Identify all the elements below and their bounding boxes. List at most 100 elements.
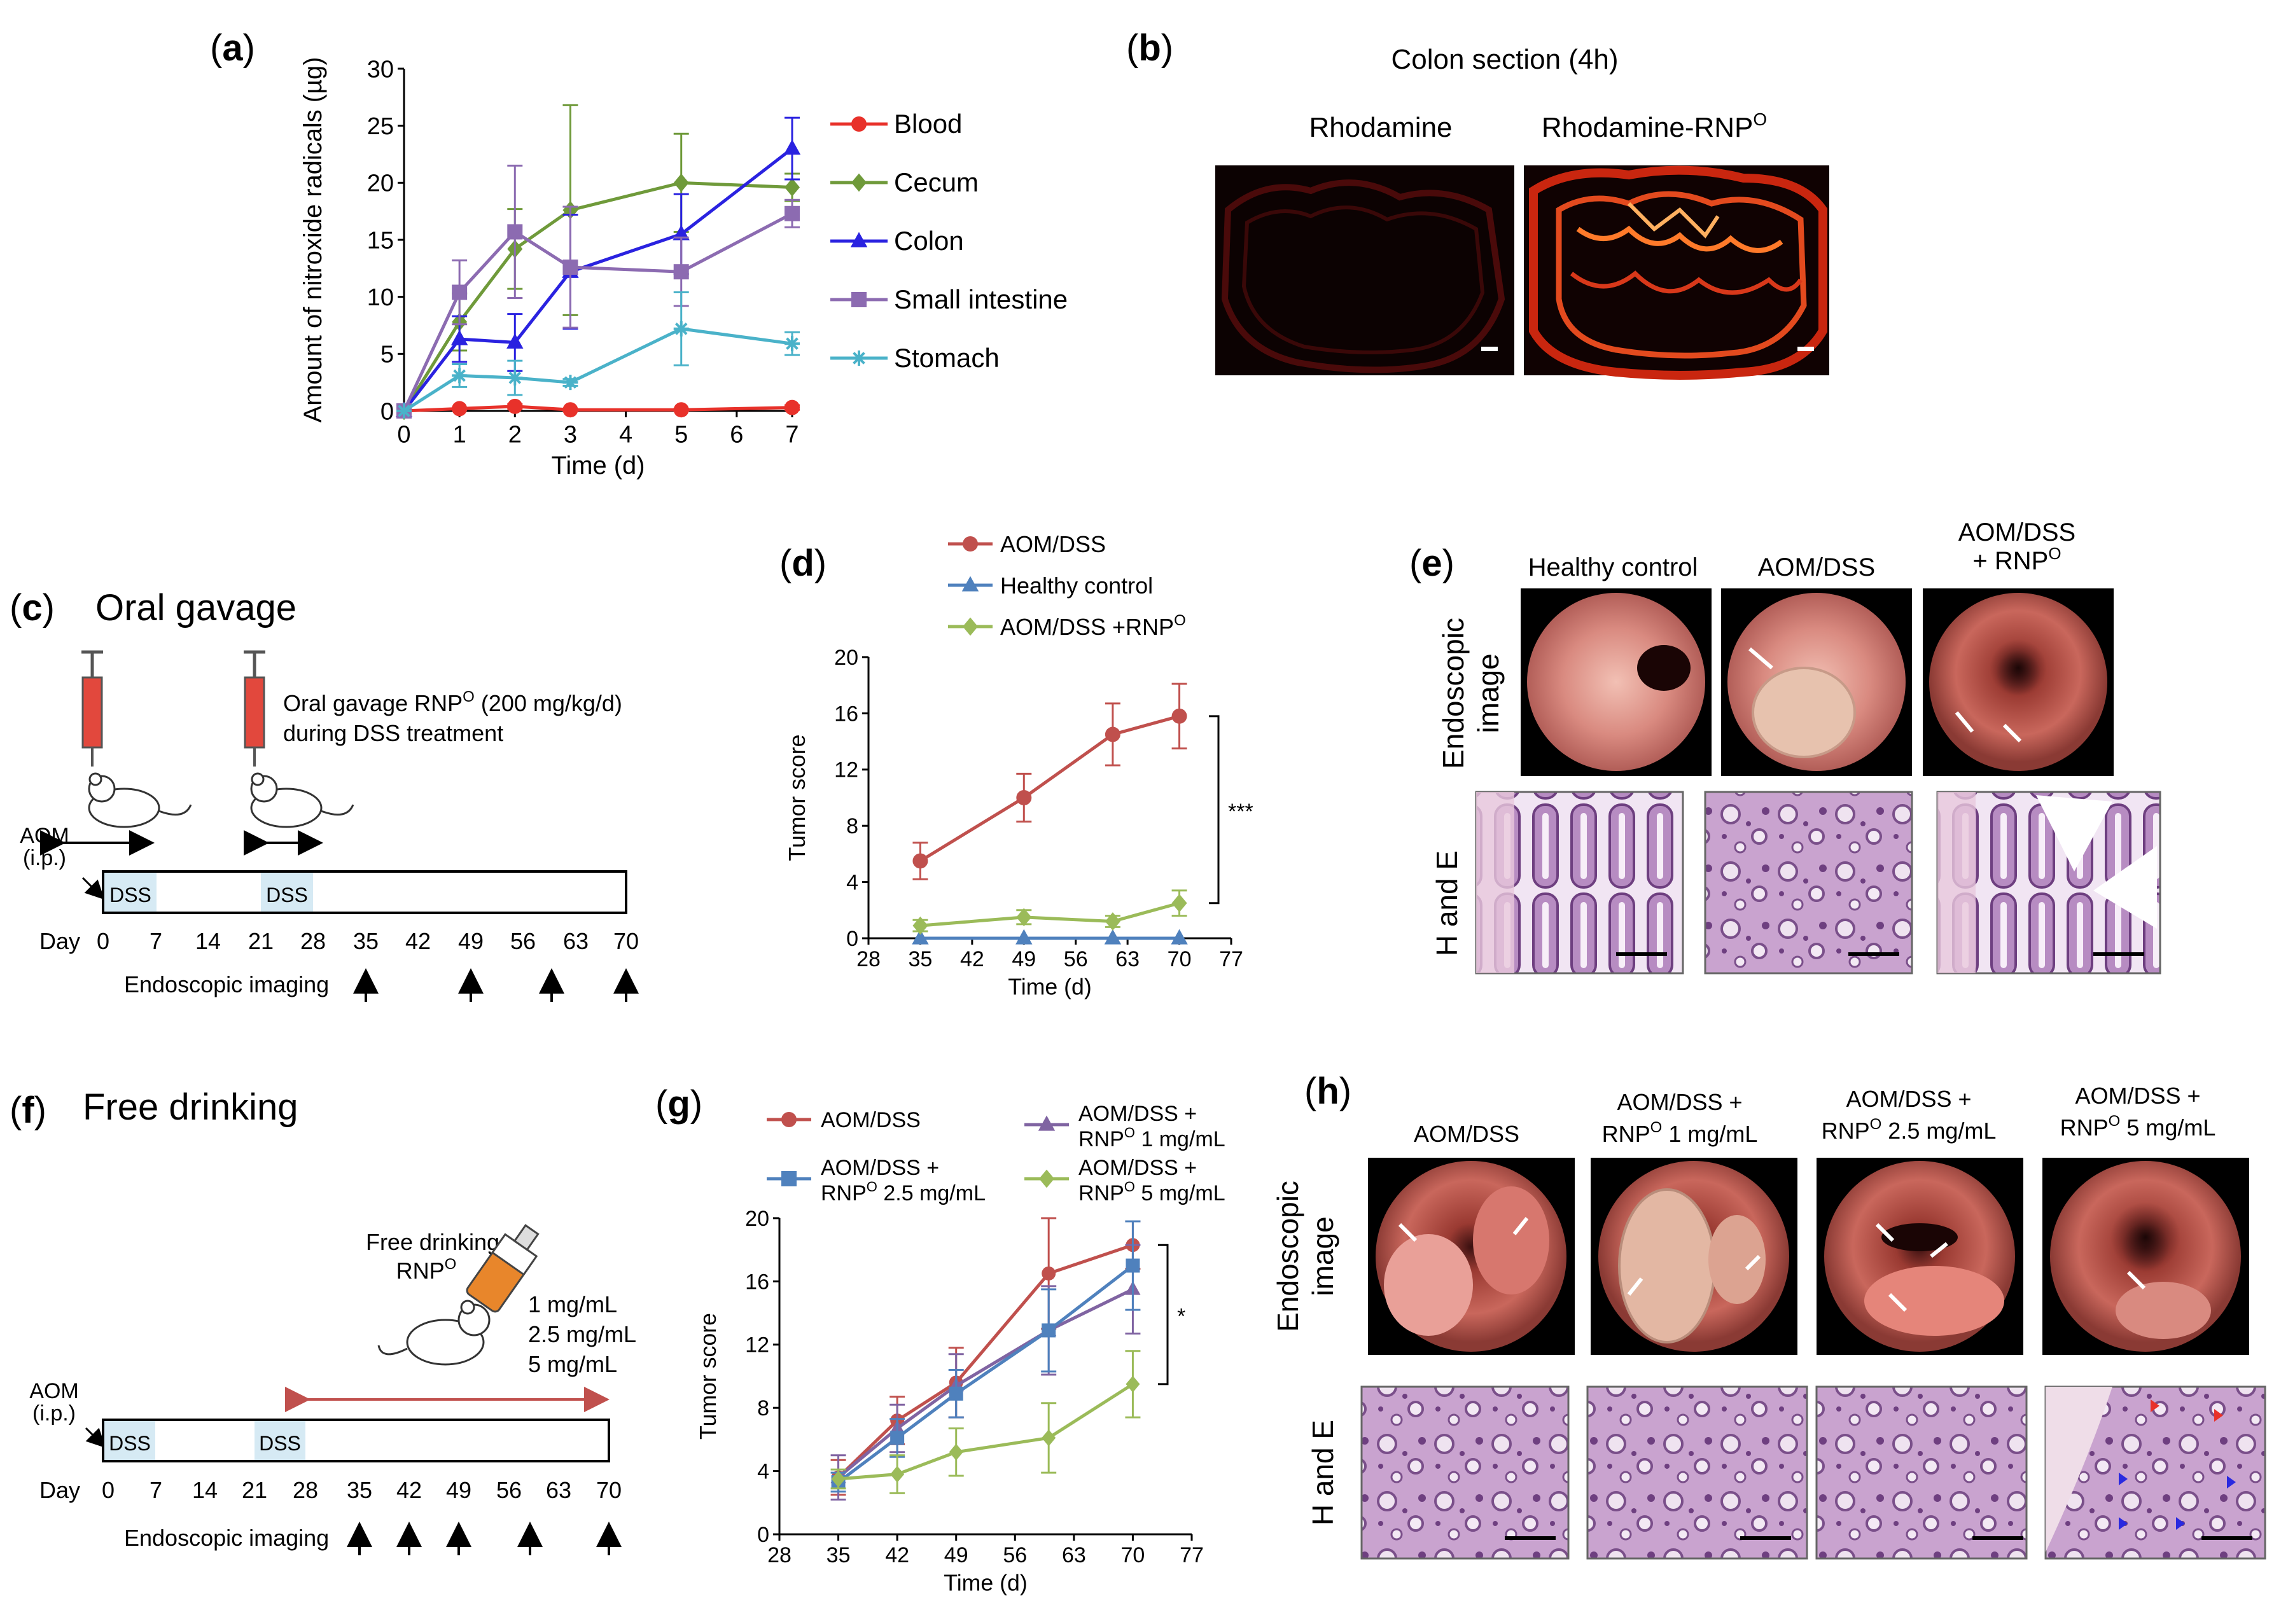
data-point [507,398,523,414]
legend-label: Stomach [894,343,1000,373]
day-label: Day [39,928,80,954]
panel-label-f: f [22,1090,34,1131]
data-point [783,139,801,155]
data-point [673,264,689,280]
x-tick-label: 4 [619,421,632,448]
imaging-label: Endoscopic imaging [124,971,329,997]
x-tick-label: 1 [453,421,466,448]
data-point [912,916,928,935]
syringe-icon [81,650,103,767]
dss-block: DSS [109,1432,151,1455]
legend-label: RNPO 5 mg/mL [1078,1179,1225,1205]
x-axis-label: Time (d) [1008,974,1092,999]
data-point [562,375,578,391]
x-tick-label: 49 [1012,947,1036,971]
x-tick-label: 2 [508,421,522,448]
day-tick-label: 56 [496,1477,522,1503]
scale-bar [1797,347,1814,351]
day-tick-label: 21 [248,928,274,954]
legend-label: Cecum [894,167,979,197]
x-tick-label: 3 [564,421,577,448]
row-label-endoscopic: Endoscopic [1271,1181,1304,1332]
series-line [837,1264,1134,1483]
panel-label-e: e [1421,543,1442,584]
data-point [781,1112,797,1127]
y-tick-label: 0 [846,927,858,951]
mouse-icon [88,772,192,828]
scale-bar [1848,952,1899,956]
day-tick-label: 49 [446,1477,471,1503]
day-tick-label: 7 [150,928,162,954]
data-point [452,368,468,384]
series-healthy-control [912,929,1188,945]
data-point [1104,929,1122,945]
arrow-icon [1627,1277,1643,1296]
series-line [403,405,793,413]
data-point [1171,894,1187,913]
arrow-icon [1875,1223,1895,1242]
svg-text:(e): (e) [1409,543,1454,584]
data-point [890,1431,905,1445]
x-tick-label: 28 [856,947,881,971]
data-point [949,1443,963,1461]
mouse-icon [377,1300,491,1366]
y-tick-label: 15 [367,227,394,254]
legend-item: AOM/DSS +RNPO 5 mg/mL [1024,1156,1225,1205]
legend-item: AOM/DSS [767,1108,921,1132]
y-tick-label: 20 [745,1207,769,1231]
svg-text:Rhodamine-RNPO: Rhodamine-RNPO [1542,109,1767,143]
day-ticks: 0 7 14 21 28 35 42 49 56 63 70 [102,1477,622,1503]
endoscopic-image [1521,588,1712,776]
day-tick-label: 42 [405,928,431,954]
series-line [402,181,793,412]
significance-bracket: *** [1209,715,1253,905]
legend-sup: O [1174,612,1186,629]
data-point [785,178,800,197]
data-point [673,225,690,240]
panel-label-b: b [1138,27,1161,69]
chart-d: 0 4 8 12 16 20 28 35 42 49 56 63 70 77 Time (d) Tumor s… [785,646,1253,1000]
panel-c-note: Oral gavage RNP [283,690,463,716]
he-image [1475,791,1684,975]
legend-item: AOM/DSS [948,531,1106,557]
legend-label: RNPO 1 mg/mL [1078,1125,1225,1151]
day-tick-label: 49 [458,928,484,954]
day-tick-label: 35 [347,1477,372,1503]
data-point [450,330,468,345]
legend-item: Small intestine [830,284,1068,314]
arrow-icon [1398,1223,1418,1242]
bracket [1158,1244,1169,1385]
x-tick-label: 56 [1003,1543,1027,1567]
arrow-icon [2002,723,2022,743]
scale-bar [1505,1536,1556,1540]
legend-label: Small intestine [894,284,1068,314]
data-point [1039,1169,1054,1188]
panel-h-col1: AOM/DSS [1414,1121,1519,1147]
y-tick-label: 0 [757,1523,769,1547]
data-point [1105,912,1120,931]
y-tick-label: 10 [367,284,394,311]
mouse-icon [250,772,354,828]
legend-label: RNPO 2.5 mg/mL [821,1179,986,1205]
legend-item: Cecum [830,167,979,197]
endoscopic-image [1721,588,1912,776]
data-point [912,929,929,945]
x-tick-label: 28 [767,1543,792,1567]
x-tick-label: 56 [1064,947,1088,971]
data-point [452,284,468,300]
y-tick-label: 16 [745,1270,769,1294]
x-axis-label: Time (d) [552,452,645,480]
dss-block: DSS [266,884,308,906]
panel-h: AOM/DSS AOM/DSS + RNPO 1 mg/mL AOM/DSS +… [1271,1083,2266,1560]
x-tick-label: 6 [730,421,743,448]
day-tick-label: 63 [546,1477,571,1503]
panel-b: Colon section (4h) Rhodamine Rhodamine-R… [1215,44,1829,380]
legend-item: Colon [830,226,964,256]
y-tick-label: 30 [367,56,394,83]
rhodamine-image [1215,165,1514,375]
panel-b-left-label: Rhodamine [1309,112,1452,143]
arrow-icon [2126,1270,2146,1290]
day-tick-label: 14 [192,1477,218,1503]
panel-c: Oral gavage Oral gavage RNPO (200 [20,587,639,1002]
